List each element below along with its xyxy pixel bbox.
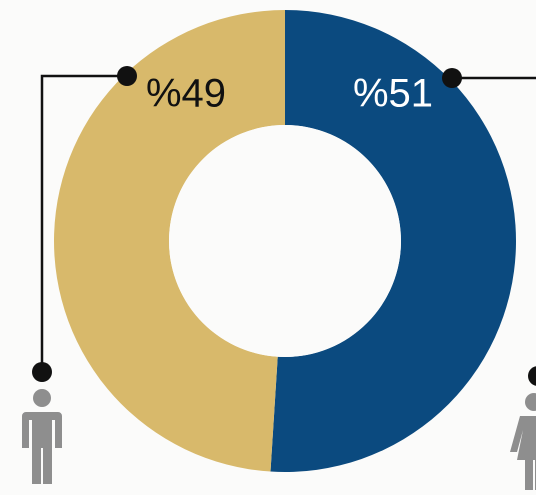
callout-dot	[117, 66, 137, 86]
donut-hole	[169, 125, 401, 357]
donut-segment	[54, 10, 286, 472]
callout-dot	[442, 68, 462, 88]
female-icon	[510, 393, 536, 490]
male-icon	[22, 389, 62, 484]
callout-dot	[528, 366, 536, 386]
donut	[54, 10, 517, 472]
callout-dot	[32, 362, 52, 382]
value-label: %49	[146, 72, 226, 116]
callout-line	[40, 74, 127, 372]
donut-segment	[270, 10, 517, 472]
value-label: %51	[353, 72, 433, 116]
